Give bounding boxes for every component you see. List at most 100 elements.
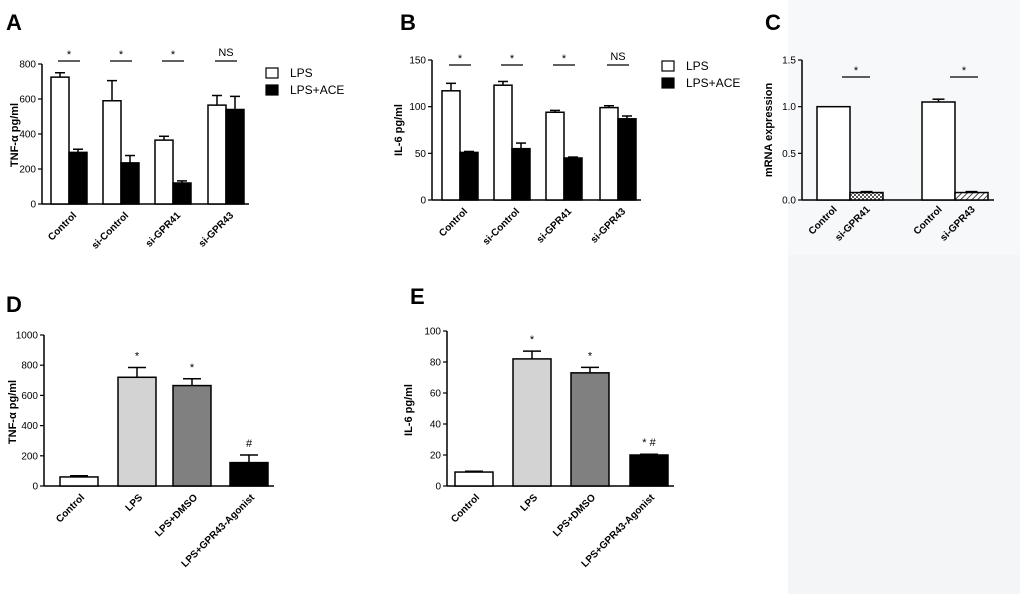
bar-lps [512,358,552,487]
y-tick-label: 800 [21,361,38,372]
x-tick-label-control: Control [437,206,470,239]
significance-label: * [458,53,463,65]
x-tick-label-si-gpr43: si-GPR43 [938,204,978,244]
bar-lps-ace-si-gpr43 [225,108,245,205]
y-tick-label: 50 [415,149,427,160]
y-tick-label: 1000 [16,331,39,342]
panel-d-label: D [6,292,22,317]
x-tick-label-lps: LPS [124,492,146,514]
x-tick-label-si-control: si-Control [481,206,522,247]
bar-lps-ace-control [68,151,88,205]
panel-e-ylabel: IL-6 pg/ml [403,384,415,436]
y-tick-label: 600 [19,95,36,106]
bar-lps-dmso [172,384,212,487]
y-tick-label: 0 [420,196,426,207]
panel-a-ylabel: TNF-α pg/ml [9,103,21,167]
x-tick-label-si-gpr43: si-GPR43 [197,210,237,250]
panel-c-ylabel: mRNA expression [763,83,775,178]
bar-lps-si-gpr41 [545,111,565,201]
significance-label: * [135,350,140,362]
bar-lps-ace-si-gpr43 [617,118,637,201]
significance-label: NS [610,51,625,63]
x-tick-label-si-gpr41: si-GPR41 [144,210,184,250]
significance-label: * [588,350,593,362]
y-tick-label: 200 [19,165,36,176]
y-tick-label: 600 [21,391,38,402]
bar-control [59,476,99,487]
y-tick-label: 1.0 [782,102,796,113]
x-tick-label-si-control: si-Control [90,210,131,251]
bar-lps-dmso [570,372,610,487]
panel-c-label: C [765,10,781,35]
bar-lps-si-control [102,100,122,205]
bar-lps-si-control [493,84,513,201]
panel-a: A TNF-α pg/ml LPS LPS+ACE 0 200 400 600 800 *… [6,10,344,252]
significance-label: * [119,49,124,61]
legend-lps-ace-swatch [265,84,279,96]
y-tick-label: 20 [430,451,442,462]
bar-lps-ace-si-control [511,147,531,201]
panel-e-label: E [410,284,425,309]
y-tick-label: 60 [430,389,442,400]
significance-label: * [190,362,195,374]
y-tick-label: 400 [21,421,38,432]
bar-lps-ace-si-control [120,162,140,205]
significance-label: * [510,53,515,65]
x-tick-label-lps: LPS [519,492,541,514]
legend-lps-swatch [265,67,279,79]
significance-label: * [171,49,176,61]
x-tick-label-lps-dmso: LPS+DMSO [551,492,598,539]
bar-lps-si-gpr43 [207,104,227,205]
bar-lps-control [441,90,461,201]
bar-control-2 [921,101,956,201]
panel-b-legend: LPS LPS+ACE [661,59,740,90]
significance-label: * [962,65,967,77]
bar-lps-control [50,76,70,205]
significance-label: * [67,49,72,61]
legend-lps-ace-label: LPS+ACE [290,83,344,97]
bar-lps-ace-control [459,151,479,201]
significance-label: * [530,334,535,346]
significance-label: NS [218,47,233,59]
y-tick-label: 800 [19,60,36,71]
bar-lps-si-gpr43 [599,106,619,201]
legend-lps-label: LPS [686,59,709,73]
y-tick-label: 100 [409,102,426,113]
bar-lps-ace-si-gpr41 [172,182,192,205]
legend-lps-label: LPS [290,66,313,80]
bar-control-0 [816,105,851,201]
significance-label: # [246,438,253,450]
legend-lps-ace-label: LPS+ACE [686,76,740,90]
panel-b-ylabel: IL-6 pg/ml [393,104,405,156]
bar-lps-si-gpr41 [154,139,174,205]
panel-d-ylabel: TNF-α pg/ml [7,380,19,444]
bar-lps-gpr43-agonist [229,461,269,487]
panel-c: C mRNA expression 0.00.51.01.5Controlsi-… [763,10,994,244]
y-tick-label: 100 [424,327,441,338]
significance-label: * [854,65,859,77]
x-tick-label-control: Control [54,492,87,525]
bar-lps-gpr43-agonist [629,454,669,487]
y-tick-label: 0 [32,482,38,493]
x-tick-label-control: Control [807,204,840,237]
panel-d: D TNF-α pg/ml 0 200 400 600 800 1000 Control * L… [6,292,274,570]
y-tick-label: 0.0 [782,196,796,207]
significance-label: * # [642,437,656,449]
bar-control [454,471,494,487]
y-tick-label: 0 [435,482,441,493]
y-tick-label: 150 [409,56,426,67]
x-tick-label-control: Control [449,492,482,525]
x-tick-label-lps-dmso: LPS+DMSO [153,492,200,539]
y-tick-label: 0 [30,200,36,211]
x-tick-label-si-gpr41: si-GPR41 [535,206,575,246]
panel-b: B IL-6 pg/ml LPS LPS+ACE 0 50 100 150 * Contr… [393,10,740,248]
y-tick-label: 1.5 [782,56,796,67]
panel-b-label: B [400,10,416,35]
y-tick-label: 80 [430,358,442,369]
y-tick-label: 200 [21,451,38,462]
panel-e: E IL-6 pg/ml 0 20 40 60 80 100 Control * LPS * LPS… [403,284,674,570]
significance-label: * [562,53,567,65]
bar-lps [117,376,157,487]
x-tick-label-control: Control [912,204,945,237]
